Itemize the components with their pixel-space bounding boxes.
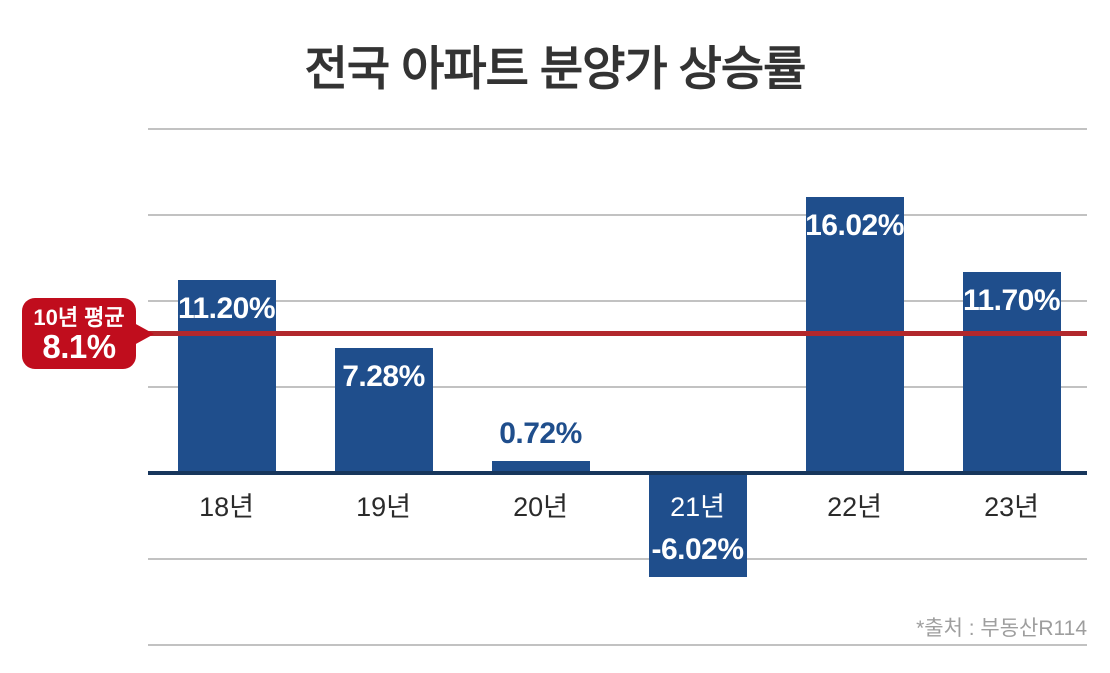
x-axis-line — [148, 471, 1087, 475]
callout-arrow-icon — [134, 322, 154, 345]
category-label-18년: 18년 — [199, 492, 254, 522]
category-label-21년: 21년 — [670, 492, 725, 522]
gridline-15pct — [148, 214, 1087, 216]
category-label-23년: 23년 — [984, 492, 1039, 522]
source-note: *출처 : 부동산R114 — [916, 617, 1087, 640]
bar-value-label: 11.20% — [177, 292, 276, 326]
bar-20년 — [491, 460, 590, 473]
bar-value-label: 11.70% — [962, 283, 1061, 317]
bar-19년 — [334, 347, 433, 473]
average-line — [148, 331, 1087, 337]
average-callout: 10년 평균 8.1% — [22, 298, 136, 370]
category-label-22년: 22년 — [827, 492, 882, 522]
bar-value-label: 7.28% — [342, 359, 425, 393]
bar-value-label: 0.72% — [499, 416, 582, 450]
category-label-20년: 20년 — [513, 492, 568, 522]
bar-21년 — [648, 473, 747, 577]
average-callout-value: 8.1% — [42, 328, 116, 366]
gridline--10pct — [148, 644, 1087, 646]
gridline-20pct — [148, 128, 1087, 130]
average-callout-label: 10년 평균 — [33, 305, 125, 331]
gridline--5pct — [148, 558, 1087, 560]
gridline-5pct — [148, 386, 1087, 388]
category-label-19년: 19년 — [356, 492, 411, 522]
gridline-10pct — [148, 300, 1087, 302]
bar-value-label: -6.02% — [651, 532, 744, 566]
bar-value-label: 16.02% — [805, 209, 904, 243]
bar-18년 — [177, 280, 276, 473]
bar-23년 — [962, 271, 1061, 473]
chart-title: 전국 아파트 분양가 상승률 — [304, 42, 807, 95]
